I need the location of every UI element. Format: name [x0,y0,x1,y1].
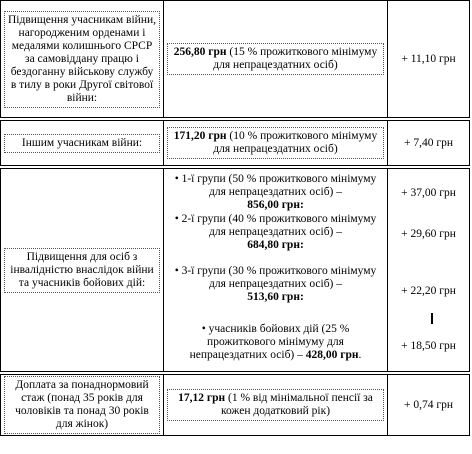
increase-value: + 7,40 грн [404,136,453,149]
group-label: • учасників бойових дій (25 % прожитково… [189,323,350,361]
table-row: Іншим учасникам війни: 171,20 грн (10 % … [0,120,470,166]
category-text: Підвищення учасникам війни, нагородженим… [4,10,160,108]
category-text: Іншим учасникам війни: [4,133,160,153]
amount-cell: 256,80 грн (15 % прожиткового мінімуму д… [163,1,387,117]
increase-value: + 0,74 грн [404,398,453,411]
increase-value: + 29,60 грн [401,228,456,240]
group-value: 428,00 грн [305,349,359,361]
group-value: 513,60 грн [247,291,300,303]
category-text: Доплата за понаднормовий стаж (понад 35 … [4,376,160,434]
amount-value: 171,20 грн [173,130,227,142]
increase-value: + 11,10 грн [401,52,456,65]
category-cell: Підвищення учасникам війни, нагородженим… [1,1,163,117]
table-row: Підвищення учасникам війни, нагородженим… [0,0,470,118]
amount-cell: 171,20 грн (10 % прожиткового мінімуму д… [163,121,387,165]
category-text: Підвищення для осіб з інвалідністю внасл… [4,247,160,293]
increase-cell: + 37,00 грн + 29,60 грн + 22,20 грн + 18… [387,169,469,371]
increase-cell: + 11,10 грн [387,1,469,117]
group-value: 684,80 грн [247,239,300,251]
list-item: • 2-ї групи (40 % прожиткового мінімуму … [174,213,377,251]
table-row: Підвищення для осіб з інвалідністю внасл… [0,168,470,372]
text-cursor-icon [431,313,433,324]
list-item: • учасників бойових дій (25 % прожитково… [189,323,362,361]
increase-value: + 18,50 грн [401,340,456,352]
category-cell: Підвищення для осіб з інвалідністю внасл… [1,169,163,371]
group-value: 856,00 грн [247,199,300,211]
amount-value: 17,12 грн [178,392,226,404]
list-item: • 1-ї групи (50 % прожиткового мінімуму … [174,173,377,211]
amount-note: (15 % прожиткового мінімуму для непрацез… [213,46,378,71]
amount-note: (10 % прожиткового мінімуму для непрацез… [213,130,378,155]
amount-cell: • 1-ї групи (50 % прожиткового мінімуму … [163,169,387,371]
table-row: Доплата за понаднормовий стаж (понад 35 … [0,374,470,436]
category-cell: Іншим учасникам війни: [1,121,163,165]
category-cell: Доплата за понаднормовий стаж (понад 35 … [1,375,163,435]
amount-value: 256,80 грн [173,46,227,58]
group-label: • 3-ї групи (30 % прожиткового мінімуму … [174,265,377,290]
increase-value: + 22,20 грн [401,285,456,297]
increase-cell: + 0,74 грн [387,375,469,435]
group-label: • 2-ї групи (40 % прожиткового мінімуму … [174,213,377,238]
amount-cell: 17,12 грн (1 % від мінімальної пенсії за… [163,375,387,435]
increase-cell: + 7,40 грн [387,121,469,165]
amount-note: (1 % від мінімальної пенсії за кожен дод… [220,392,373,417]
list-item: • 3-ї групи (30 % прожиткового мінімуму … [174,265,377,303]
group-label: • 1-ї групи (50 % прожиткового мінімуму … [174,173,377,198]
increase-value: + 37,00 грн [401,187,456,199]
